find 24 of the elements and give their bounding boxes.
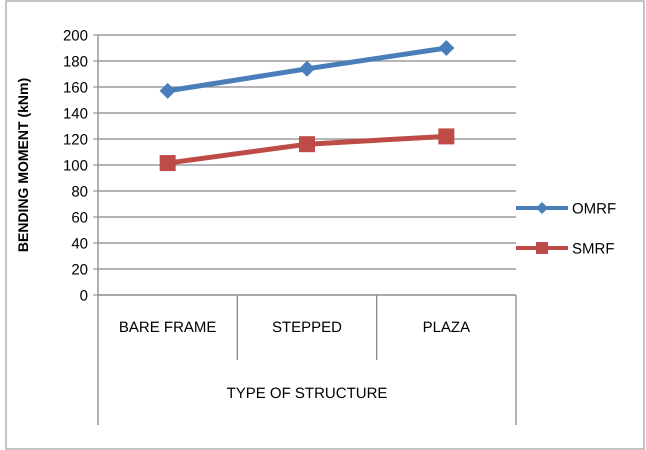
y-tick-label: 140	[62, 105, 88, 122]
x-tick-label: BARE FRAME	[118, 319, 216, 336]
y-tick-label: 0	[80, 287, 88, 304]
x-tick-label: PLAZA	[422, 319, 470, 336]
legend-label: OMRF	[572, 200, 616, 218]
point	[299, 136, 315, 152]
y-tick-label: 200	[62, 27, 88, 44]
y-axis-title: BENDING MOMENT (kNm)	[15, 78, 31, 252]
x-tick-label: STEPPED	[272, 319, 342, 336]
x-axis-title: TYPE OF STRUCTURE	[226, 385, 388, 402]
point	[160, 155, 176, 172]
point	[438, 40, 454, 56]
point	[160, 82, 176, 99]
y-tick-label: 40	[71, 235, 88, 252]
point	[438, 128, 454, 144]
legend-label: SMRF	[572, 240, 614, 258]
y-tick-label: 160	[62, 79, 88, 96]
y-tick-label: 80	[71, 183, 88, 200]
point	[299, 60, 315, 77]
y-tick-label: 120	[62, 131, 88, 148]
y-tick-label: 180	[62, 53, 88, 70]
y-tick-label: 100	[62, 157, 88, 174]
y-tick-label: 60	[71, 209, 88, 226]
y-tick-label: 20	[71, 261, 88, 278]
